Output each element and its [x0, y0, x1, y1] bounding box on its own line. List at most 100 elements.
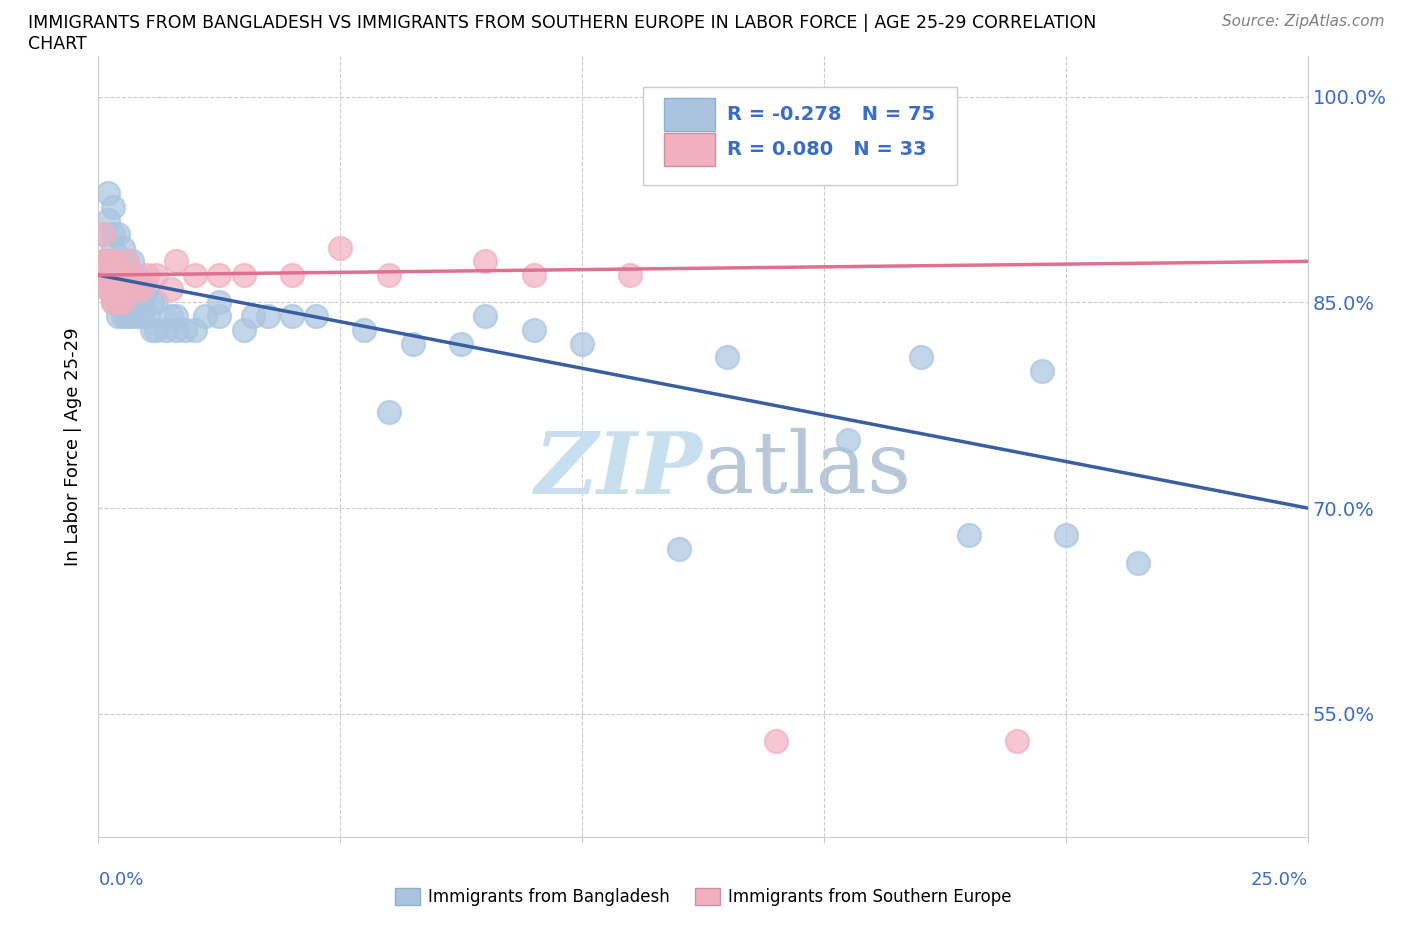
Point — [101, 268, 124, 283]
Point — [474, 309, 496, 324]
Point — [1031, 364, 1053, 379]
Point — [160, 282, 183, 297]
Point — [111, 240, 134, 255]
Text: CHART: CHART — [28, 35, 87, 53]
Text: 0.0%: 0.0% — [98, 871, 143, 889]
Point — [165, 254, 187, 269]
Point — [111, 295, 134, 310]
Point — [111, 268, 134, 283]
Point — [91, 227, 114, 242]
Point — [107, 268, 129, 283]
Point — [135, 282, 157, 297]
Point — [91, 268, 114, 283]
Point — [97, 268, 120, 283]
Point — [111, 295, 134, 310]
Point — [165, 309, 187, 324]
Point — [232, 323, 254, 338]
Point — [107, 268, 129, 283]
Point — [184, 268, 207, 283]
Point — [117, 282, 139, 297]
Text: atlas: atlas — [703, 428, 912, 512]
Point — [474, 254, 496, 269]
Point — [107, 295, 129, 310]
Text: Source: ZipAtlas.com: Source: ZipAtlas.com — [1222, 14, 1385, 29]
Point — [160, 309, 183, 324]
Point — [127, 268, 149, 283]
Point — [619, 268, 641, 283]
Point — [305, 309, 328, 324]
Point — [668, 542, 690, 557]
Point — [101, 295, 124, 310]
Point — [111, 309, 134, 324]
Point — [194, 309, 217, 324]
Point — [256, 309, 278, 324]
Point — [1054, 528, 1077, 543]
Point — [97, 254, 120, 269]
Point — [165, 323, 187, 338]
Point — [765, 734, 787, 749]
Point — [97, 268, 120, 283]
Point — [377, 268, 399, 283]
Point — [716, 350, 738, 365]
Point — [329, 240, 352, 255]
Point — [101, 282, 124, 297]
Point — [837, 432, 859, 447]
Point — [107, 282, 129, 297]
Point — [145, 268, 167, 283]
Point — [184, 323, 207, 338]
Y-axis label: In Labor Force | Age 25-29: In Labor Force | Age 25-29 — [65, 327, 83, 565]
Point — [131, 282, 153, 297]
Point — [121, 268, 143, 283]
Point — [117, 254, 139, 269]
Point — [571, 336, 593, 351]
Point — [155, 323, 177, 338]
Point — [135, 268, 157, 283]
Point — [131, 309, 153, 324]
Point — [131, 282, 153, 297]
Point — [97, 254, 120, 269]
Point — [174, 323, 197, 338]
Point — [117, 309, 139, 324]
Point — [101, 268, 124, 283]
Point — [111, 268, 134, 283]
Text: ZIP: ZIP — [536, 428, 703, 512]
Point — [208, 309, 231, 324]
Point — [121, 254, 143, 269]
Point — [101, 282, 124, 297]
Point — [135, 309, 157, 324]
Point — [97, 282, 120, 297]
Point — [145, 295, 167, 310]
Point — [101, 254, 124, 269]
Point — [957, 528, 980, 543]
Point — [101, 240, 124, 255]
Point — [97, 213, 120, 228]
Point — [131, 295, 153, 310]
Point — [107, 227, 129, 242]
Point — [450, 336, 472, 351]
Point — [127, 282, 149, 297]
FancyBboxPatch shape — [664, 98, 716, 131]
Point — [910, 350, 932, 365]
Point — [91, 227, 114, 242]
Point — [208, 268, 231, 283]
Point — [117, 254, 139, 269]
Point — [523, 323, 546, 338]
Point — [232, 268, 254, 283]
Point — [281, 309, 304, 324]
Point — [97, 185, 120, 200]
Point — [523, 268, 546, 283]
Point — [127, 282, 149, 297]
Point — [107, 295, 129, 310]
Point — [1007, 734, 1029, 749]
Point — [242, 309, 264, 324]
Point — [91, 254, 114, 269]
Point — [121, 295, 143, 310]
Text: R = -0.278   N = 75: R = -0.278 N = 75 — [727, 105, 935, 124]
FancyBboxPatch shape — [643, 87, 957, 185]
Point — [281, 268, 304, 283]
Point — [91, 268, 114, 283]
Point — [1175, 844, 1198, 858]
Point — [97, 282, 120, 297]
Point — [101, 295, 124, 310]
Text: R = 0.080   N = 33: R = 0.080 N = 33 — [727, 140, 927, 159]
